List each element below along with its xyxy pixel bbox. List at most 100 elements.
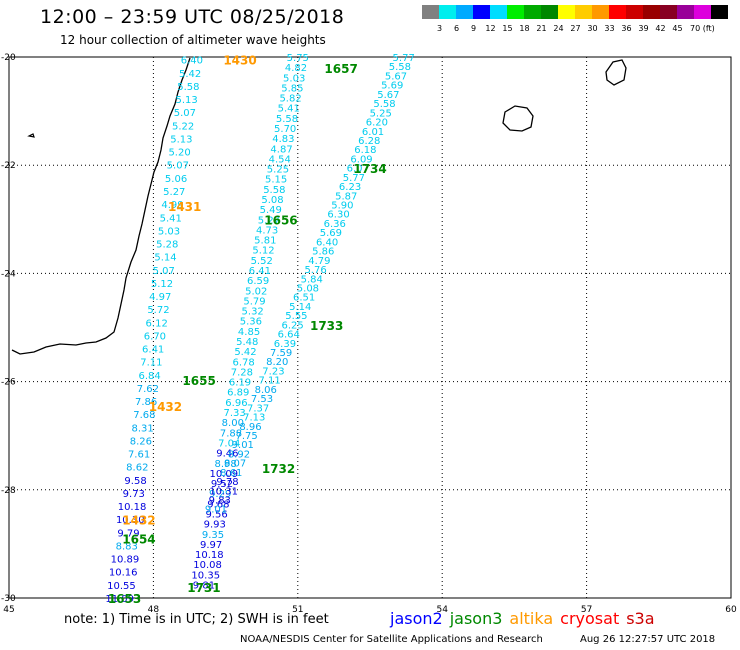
map-subtitle: 12 hour collection of altimeter wave hei…	[60, 33, 326, 47]
swh-value: 5.67	[377, 90, 399, 101]
pass-time-label: 1657	[324, 62, 357, 76]
swh-value: 5.52	[251, 256, 273, 267]
pass-time-label: 1656	[264, 213, 297, 227]
swh-value: 6.89	[227, 388, 249, 399]
colorbar-swatch	[609, 5, 626, 19]
lat-tick-label: -26	[1, 378, 16, 388]
swh-value: 6.39	[274, 339, 296, 350]
swh-value: 5.85	[281, 83, 303, 94]
swh-value: 5.58	[373, 99, 395, 110]
swh-value: 5.58	[263, 185, 285, 196]
swh-value: 9.29	[209, 489, 231, 500]
swh-value: 8.96	[239, 422, 261, 433]
colorbar-label: 21	[536, 24, 547, 33]
pass-time-label: 1653	[108, 592, 141, 606]
swh-value: 7.23	[262, 366, 284, 377]
lat-tick-label: -28	[1, 486, 16, 496]
colorbar-swatch	[524, 5, 541, 19]
colorbar-label: 24	[553, 24, 564, 33]
swh-value: 5.08	[261, 195, 283, 206]
map-title: 12:00 – 23:59 UTC 08/25/2018	[40, 6, 345, 28]
colorbar-swatch	[660, 5, 677, 19]
swh-value: 4.97	[149, 292, 171, 303]
swh-value: 5.12	[252, 246, 274, 257]
swh-value: 5.14	[154, 253, 176, 264]
swh-value: 5.25	[267, 165, 289, 176]
swh-value: 5.03	[158, 226, 180, 237]
swh-value: 5.02	[245, 286, 267, 297]
swh-value: 10.18	[195, 550, 224, 561]
swh-value: 7.37	[247, 403, 269, 414]
swh-value: 8.20	[266, 357, 288, 368]
swh-value: 5.28	[156, 240, 178, 251]
colorbar-label: 42	[655, 24, 666, 33]
swh-value: 7.13	[243, 413, 265, 424]
lon-tick-label: 60	[725, 605, 737, 615]
swh-value: 6.40	[316, 237, 338, 248]
swh-value: 5.72	[147, 305, 169, 316]
colorbar-label: 18	[519, 24, 530, 33]
swh-value: 6.41	[249, 266, 271, 277]
swh-value: 5.08	[297, 283, 319, 294]
swh-value: 8.31	[131, 423, 153, 434]
swh-value: 6.59	[247, 276, 269, 287]
generated-timestamp: Aug 26 12:27:57 UTC 2018	[580, 634, 716, 645]
swh-value: 9.52	[211, 479, 233, 490]
colorbar-label: 3	[436, 24, 443, 33]
swh-value: 9.79	[117, 528, 139, 539]
swh-value: 5.84	[301, 274, 323, 285]
swh-value: 5.67	[385, 71, 407, 82]
swh-value: 8.26	[130, 436, 152, 447]
pass-time-label: 1432	[122, 514, 155, 528]
swh-value: 5.87	[335, 191, 357, 202]
swh-value: 5.22	[172, 121, 194, 132]
pass-time-labels: 1430 1431 1432 1432 1653 1654 1655 1656 1657 1731…	[108, 54, 387, 606]
swh-value: 5.20	[168, 148, 190, 159]
pass-time-label: 1655	[182, 374, 215, 388]
swh-value: 4.79	[308, 256, 330, 267]
swh-value: 4.83	[272, 134, 294, 145]
colorbar-swatch	[490, 5, 507, 19]
swh-value: 10.30	[116, 515, 145, 526]
colorbar-label: 15	[502, 24, 513, 33]
swh-value: 5.70	[274, 124, 296, 135]
swh-value: 9.93	[204, 520, 226, 531]
swh-value: 7.53	[251, 394, 273, 405]
swh-value: 5.69	[320, 228, 342, 239]
swh-value: 7.04	[218, 438, 240, 449]
swh-value: 10.08	[193, 560, 222, 571]
lat-tick-label: -24	[1, 269, 16, 279]
swh-value: 7.59	[270, 348, 292, 359]
swh-value: 10.16	[109, 568, 138, 579]
footer-note: note: 1) Time is in UTC; 2) SWH is in fe…	[64, 612, 329, 627]
swh-value: 6.30	[327, 210, 349, 221]
swh-value: 5.90	[331, 201, 353, 212]
swh-value: 6.64	[278, 330, 300, 341]
swh-value: 7.75	[235, 431, 257, 442]
swh-value: 10.09	[209, 469, 238, 480]
swh-value: 5.41	[160, 213, 182, 224]
swh-value: 6.07	[347, 164, 369, 175]
swh-value: 7.88	[220, 428, 242, 439]
colorbar-swatch	[558, 5, 575, 19]
colorbar-label: 36	[621, 24, 632, 33]
swh-value: 5.77	[393, 53, 415, 64]
legend-item: jason3	[449, 609, 503, 628]
swh-value: 8.83	[116, 541, 138, 552]
mauritius-island	[605, 59, 627, 86]
swh-value: 5.48	[236, 337, 258, 348]
map-grid	[8, 56, 732, 599]
colorbar-swatch	[626, 5, 643, 19]
satellite-legend: jason2 jason3 altika cryosat s3a	[390, 609, 662, 628]
swh-value: 9.46	[216, 449, 238, 460]
lat-tick-label: -30	[1, 594, 16, 604]
legend-item: s3a	[626, 609, 655, 628]
swh-value: 10.31	[209, 486, 238, 497]
swh-value: 5.13	[170, 134, 192, 145]
swh-value: 4.54	[269, 154, 291, 165]
swh-value: 4.73	[256, 225, 278, 236]
pass-time-label: 1431	[168, 200, 201, 214]
swh-value: 6.20	[366, 118, 388, 129]
swh-value: 5.14	[289, 302, 311, 313]
swh-value: 6.40	[181, 56, 203, 67]
